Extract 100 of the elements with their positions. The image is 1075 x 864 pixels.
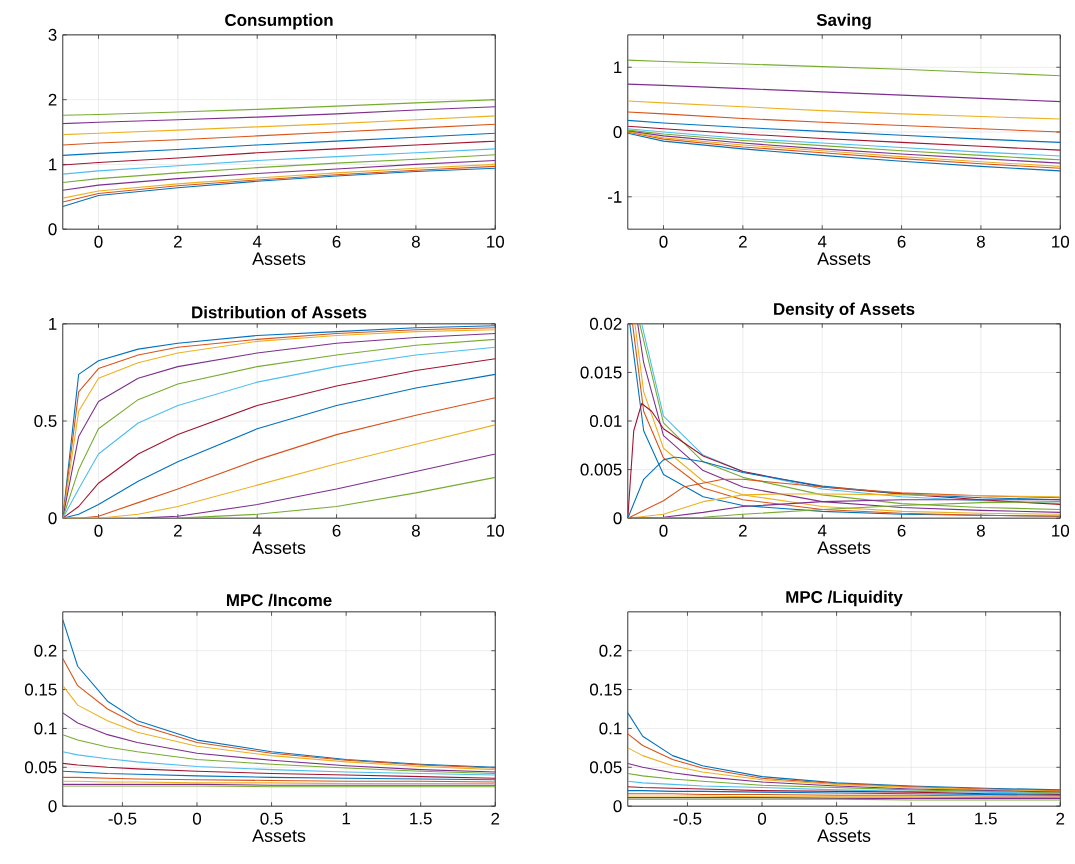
y-tick-label: 0.5	[34, 415, 57, 428]
y-tick-label: 0.15	[24, 683, 57, 696]
line-series	[62, 154, 496, 184]
x-tick-label: -0.5	[108, 812, 137, 825]
y-tick-label: 0.2	[599, 644, 622, 657]
y-tick-label: 1	[49, 158, 57, 171]
x-axis-title: Assets	[817, 541, 871, 555]
x-tick-label: 1	[907, 812, 916, 825]
x-tick-label: 2	[491, 812, 500, 825]
x-tick-label: 0	[659, 235, 668, 248]
x-tick-label: 0	[94, 235, 103, 248]
x-tick-label: 1.5	[975, 812, 997, 825]
chart-title: MPC /Income	[226, 593, 332, 607]
line-series	[137, 453, 496, 519]
y-tick-label: 0	[48, 512, 57, 525]
line-series	[62, 751, 496, 776]
x-axis-title: Assets	[252, 541, 306, 555]
line-series	[62, 657, 496, 769]
line-series	[62, 123, 496, 146]
chart-title: MPC /Liquidity	[786, 590, 903, 607]
line-series	[62, 99, 496, 116]
line-series	[62, 140, 496, 166]
x-tick-label: 10	[1052, 235, 1070, 248]
line-series	[627, 59, 1061, 77]
line-series	[62, 132, 496, 156]
y-tick-label: 0	[48, 223, 57, 236]
x-tick-label: -0.5	[673, 812, 702, 825]
y-tick-label: 2	[48, 93, 57, 106]
chart-title: Saving	[816, 13, 871, 30]
x-tick-label: 10	[487, 524, 505, 537]
x-tick-label: 0.5	[260, 812, 283, 825]
y-tick-label: 0.005	[580, 463, 622, 476]
x-tick-label: 2	[173, 524, 182, 537]
x-tick-label: 8	[411, 235, 420, 248]
line-series	[62, 685, 496, 771]
x-axis-title: Assets	[817, 252, 871, 266]
chart-title: Distribution of Assets	[192, 305, 367, 319]
y-tick-label: 0	[48, 800, 57, 813]
x-tick-label: 4	[252, 524, 262, 537]
line-series	[627, 762, 1061, 793]
y-tick-label: 0.15	[589, 683, 622, 696]
line-series	[62, 106, 496, 125]
y-tick-label: 0	[613, 126, 622, 139]
y-tick-label: 3	[48, 28, 57, 41]
line-series	[627, 83, 1061, 103]
line-series	[627, 119, 1061, 143]
line-series	[627, 780, 1061, 795]
x-tick-label: 8	[411, 524, 420, 537]
line-series	[627, 100, 1061, 120]
x-tick-label: 0	[192, 812, 202, 825]
x-tick-label: 2	[1056, 812, 1065, 825]
y-tick-label: 1	[614, 61, 622, 74]
x-axis-title: Assets	[817, 829, 871, 843]
chart-title: Consumption	[225, 13, 333, 30]
chart-title: Density of Assets	[774, 302, 915, 319]
x-tick-label: 10	[1052, 524, 1070, 537]
x-tick-label: 4	[817, 235, 827, 248]
x-tick-label: 0	[659, 524, 668, 537]
y-tick-label: 0.05	[589, 761, 622, 774]
x-tick-label: 0.5	[825, 812, 848, 825]
y-tick-label: 0.1	[34, 722, 57, 735]
x-tick-label: 2	[739, 524, 747, 537]
line-series	[627, 733, 1061, 792]
x-tick-label: 0	[94, 524, 103, 537]
x-tick-label: 10	[487, 235, 505, 248]
y-tick-label: 0	[613, 800, 622, 813]
line-series	[62, 712, 496, 773]
y-tick-label: -1	[607, 190, 622, 203]
x-tick-label: 8	[976, 524, 985, 537]
y-tick-label: 0.015	[580, 366, 622, 379]
y-tick-label: 0.05	[24, 761, 57, 774]
x-axis-title: Assets	[252, 829, 306, 843]
x-tick-label: 4	[817, 524, 827, 537]
x-axis-title: Assets	[252, 252, 306, 266]
y-tick-label: 0.01	[589, 415, 622, 428]
line-series	[62, 762, 496, 779]
line-series	[62, 115, 496, 136]
x-tick-label: 6	[332, 235, 341, 248]
line-series	[62, 148, 496, 175]
x-tick-label: 2	[173, 235, 182, 248]
x-tick-label: 6	[897, 524, 906, 537]
x-tick-label: 8	[976, 235, 985, 248]
y-tick-label: 0.2	[34, 644, 57, 657]
line-series	[62, 770, 496, 781]
x-tick-label: 6	[897, 235, 906, 248]
y-tick-label: 0	[613, 512, 622, 525]
line-series	[62, 734, 496, 775]
y-tick-label: 1	[49, 318, 57, 330]
line-series	[627, 125, 1061, 151]
x-tick-label: 4	[252, 235, 262, 248]
line-series	[62, 159, 496, 191]
line-series	[177, 476, 496, 519]
line-series	[627, 712, 1061, 791]
y-tick-label: 0.02	[589, 317, 622, 330]
x-tick-label: 6	[332, 524, 341, 537]
x-tick-label: 1	[342, 812, 351, 825]
y-tick-label: 0.1	[599, 722, 622, 735]
x-tick-label: 2	[739, 235, 747, 248]
x-tick-label: 1.5	[410, 812, 432, 825]
line-series	[627, 111, 1061, 133]
